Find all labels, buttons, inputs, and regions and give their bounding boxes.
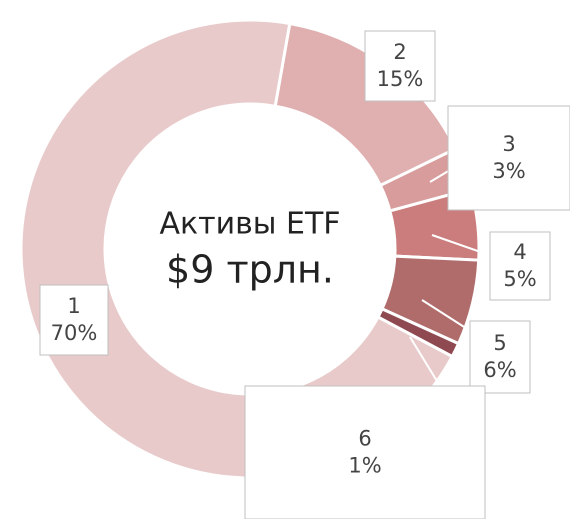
label-category: 1 [67, 294, 80, 318]
center-subtitle: $9 трлн. [166, 248, 334, 292]
label-category: 5 [493, 331, 506, 355]
label-box [244, 385, 486, 519]
donut-segment [19, 18, 455, 480]
label-category: 6 [358, 427, 371, 451]
leader-line [431, 234, 493, 257]
label-category: 3 [502, 132, 515, 156]
label-category: 4 [513, 240, 526, 264]
label-value: 3% [492, 159, 525, 183]
label-value: 15% [377, 67, 424, 91]
label-category: 2 [393, 40, 406, 64]
label-box [469, 320, 531, 394]
label-box [364, 30, 436, 102]
leader-line [429, 169, 451, 183]
leader-line [421, 299, 473, 333]
leader-lines [409, 169, 493, 387]
center-title: Активы ETF [159, 207, 340, 242]
label-box [447, 105, 570, 211]
label-box [489, 231, 551, 301]
donut [19, 18, 481, 480]
leader-line [409, 336, 441, 387]
label-value: 5% [503, 267, 536, 291]
label-value: 6% [483, 358, 516, 382]
label-value: 70% [51, 321, 98, 345]
label-value: 1% [348, 454, 381, 478]
label-box [39, 284, 109, 356]
